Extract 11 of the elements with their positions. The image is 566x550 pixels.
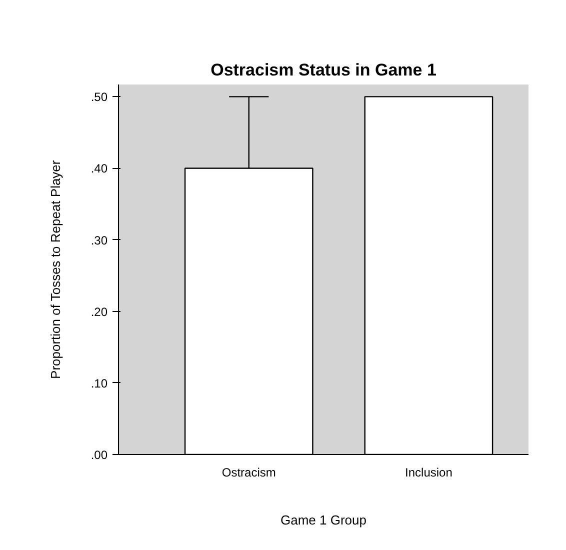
- y-tick-label: .00: [90, 448, 108, 462]
- y-tick-label: .40: [90, 162, 108, 176]
- y-tick-label: .10: [90, 376, 108, 390]
- y-tick-label: .30: [90, 233, 108, 248]
- x-tick-label: Inclusion: [405, 466, 452, 480]
- chart-title: Ostracism Status in Game 1: [210, 60, 436, 80]
- x-axis-title: Game 1 Group: [280, 512, 367, 528]
- y-axis-title: Proportion of Tosses to Repeat Player: [48, 160, 63, 379]
- y-tick-label: .20: [90, 304, 108, 319]
- y-tick-label: .50: [90, 90, 108, 104]
- x-tick-label: Ostracism: [222, 466, 276, 480]
